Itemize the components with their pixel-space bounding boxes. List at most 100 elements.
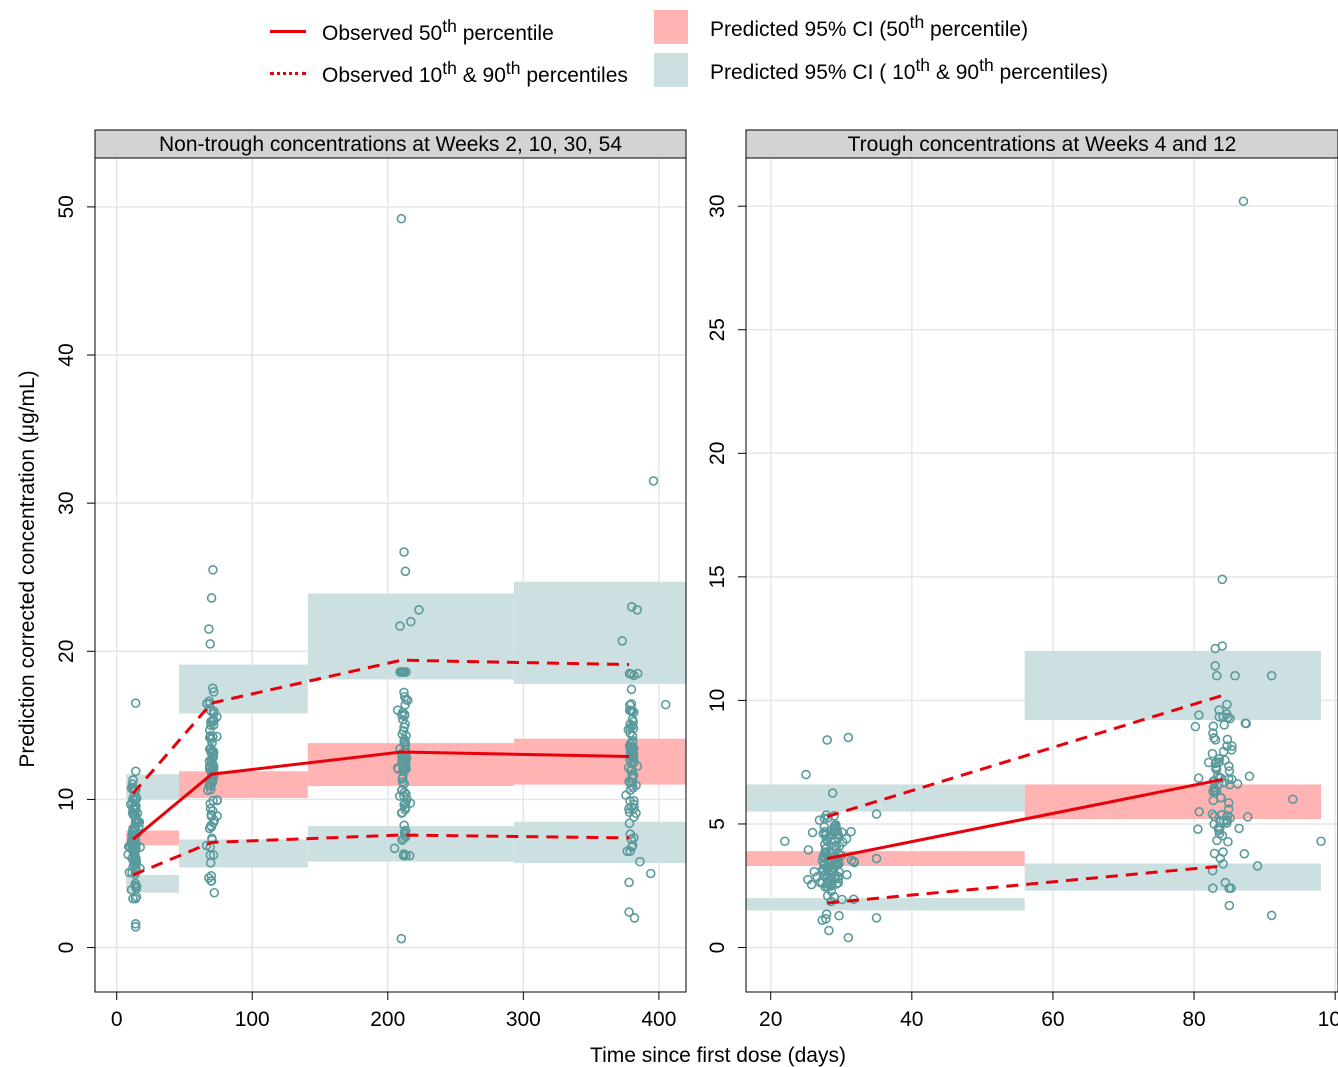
observation-point	[1217, 574, 1228, 585]
observation-point	[206, 734, 216, 745]
observation-point	[404, 850, 415, 861]
observation-point	[1316, 836, 1326, 847]
observation-point	[207, 752, 218, 763]
panel-2: Trough concentrations at Weeks 4 and 12 2…	[706, 129, 1338, 1031]
observation-point	[1223, 836, 1233, 847]
observation-point	[1207, 748, 1218, 759]
observation-point	[1207, 809, 1218, 819]
observation-point	[1219, 720, 1230, 730]
observation-point	[1210, 661, 1221, 671]
observation-point	[398, 833, 409, 844]
legend-ci-percentiles: Predicted 95% CI ( 10th & 90th percentil…	[654, 53, 1108, 87]
observation-point	[206, 820, 216, 831]
legend-label: Predicted 95% CI ( 10th & 90th percentil…	[710, 55, 1109, 84]
observation-point	[1190, 721, 1201, 732]
observation-point	[624, 818, 635, 829]
observation-point	[206, 876, 217, 886]
observation-point	[126, 884, 137, 895]
observation-point	[623, 762, 634, 773]
ci-percentile-band	[179, 664, 308, 714]
observation-point	[204, 725, 215, 735]
observation-point	[130, 822, 141, 832]
observation-point	[837, 827, 847, 837]
ci-percentile-band	[1024, 650, 1322, 721]
observation-point	[871, 913, 882, 923]
legend: Observed 50th percentile Observed 10th &…	[0, 0, 1338, 100]
observation-point	[1227, 774, 1237, 785]
observation-point	[821, 909, 832, 919]
observation-point	[400, 566, 411, 577]
observation-point	[627, 840, 638, 851]
observation-point	[398, 726, 409, 736]
observation-point	[1214, 828, 1225, 839]
observation-point	[1214, 705, 1224, 715]
observation-point	[819, 848, 830, 858]
y-tick-label: 50	[55, 195, 78, 218]
observation-point	[871, 809, 882, 819]
ci-percentile-band	[126, 874, 180, 893]
observation-point	[632, 605, 643, 615]
observation-point	[831, 841, 842, 852]
observation-point	[401, 730, 411, 741]
y-tick-label: 0	[706, 942, 729, 954]
observation-point	[1220, 755, 1230, 766]
observation-point	[846, 826, 856, 837]
observation-point	[127, 843, 137, 854]
observation-point	[1222, 734, 1233, 745]
observation-point	[1242, 812, 1253, 822]
observation-point	[400, 798, 410, 809]
ci-median-band	[513, 738, 686, 785]
observation-point	[660, 699, 671, 710]
x-tick-label: 80	[1182, 1008, 1205, 1031]
observation-point	[819, 813, 830, 824]
observation-point	[1208, 721, 1219, 732]
ci-percentile-band	[513, 821, 686, 864]
legend-label: Observed 50th percentile	[322, 16, 554, 45]
legend-ci-median: Predicted 95% CI (50th percentile)	[654, 10, 1028, 44]
observation-point	[209, 687, 219, 697]
observation-point	[809, 866, 820, 877]
observation-point	[624, 877, 634, 888]
teal-swatch-icon	[654, 53, 688, 87]
observation-point	[822, 863, 833, 873]
x-tick-label: 200	[370, 1008, 405, 1031]
x-tick-label: 0	[111, 1008, 123, 1031]
observation-point	[829, 891, 839, 902]
observation-point	[205, 639, 216, 649]
ci-median-band	[307, 743, 514, 787]
dotted-line-icon	[270, 71, 306, 75]
observation-point	[394, 791, 405, 801]
observation-point	[834, 910, 844, 921]
y-tick-label: 30	[55, 491, 78, 514]
observation-point	[780, 836, 790, 847]
observation-point	[1234, 823, 1244, 834]
observation-point	[1226, 883, 1236, 894]
observed-p10-line	[826, 864, 1223, 905]
observation-point	[625, 748, 636, 758]
observation-point	[131, 883, 142, 894]
observation-point	[128, 893, 138, 904]
observation-point	[871, 853, 882, 864]
observation-point	[617, 636, 628, 646]
observation-point	[814, 815, 825, 825]
plot-area	[95, 158, 686, 992]
observation-point	[827, 788, 838, 798]
ci-percentile-band	[307, 593, 514, 680]
observation-point	[1218, 859, 1228, 869]
observation-point	[820, 882, 830, 892]
observation-point	[1223, 798, 1234, 808]
observation-point	[1224, 900, 1235, 911]
y-tick-label: 5	[706, 818, 729, 830]
observation-point	[1252, 861, 1263, 871]
observation-point	[133, 821, 144, 832]
panel-frame	[745, 157, 1338, 993]
observation-point	[1239, 848, 1250, 859]
observation-point	[399, 736, 410, 747]
observation-point	[212, 795, 222, 805]
y-axis-label: Prediction corrected concentration (μg/m…	[16, 370, 39, 767]
observation-point	[628, 717, 639, 727]
observation-point	[1244, 771, 1255, 782]
observation-point	[837, 894, 847, 905]
observation-point	[397, 777, 408, 787]
observation-point	[400, 700, 410, 710]
